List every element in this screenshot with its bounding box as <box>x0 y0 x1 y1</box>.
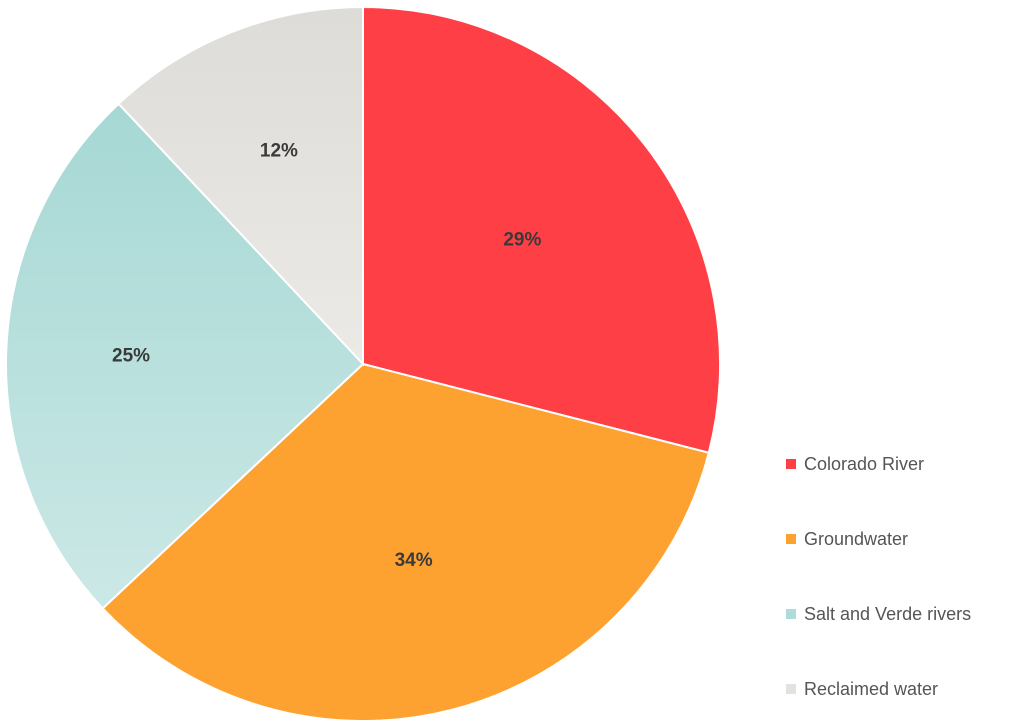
pie-slice-colorado-river <box>362 5 721 454</box>
slice-label-colorado-river: 29% <box>503 229 541 250</box>
legend-item-reclaimed-water: Reclaimed water <box>786 671 1016 707</box>
pie-slices <box>5 5 721 722</box>
legend-swatch <box>786 534 796 544</box>
pie-slice-groundwater <box>101 362 711 722</box>
legend-swatch <box>786 684 796 694</box>
slice-label-salt-and-verde-rivers: 25% <box>112 346 150 367</box>
slice-label-reclaimed-water: 12% <box>260 141 298 162</box>
pie-slice-labels: 29% 34% 25% 12% <box>112 141 541 572</box>
legend-item-groundwater: Groundwater <box>786 521 1016 557</box>
legend: Colorado River Groundwater Salt and Verd… <box>786 446 1016 725</box>
legend-swatch <box>786 609 796 619</box>
pie-slice-reclaimed-water <box>117 5 364 367</box>
legend-label: Reclaimed water <box>804 678 939 699</box>
legend-label: Groundwater <box>804 528 909 549</box>
legend-item-colorado-river: Colorado River <box>786 446 1016 482</box>
slice-label-groundwater: 34% <box>395 550 433 571</box>
legend-label: Salt and Verde rivers <box>804 603 972 624</box>
legend-swatch <box>786 459 796 469</box>
legend-label: Colorado River <box>804 453 925 474</box>
pie-slice-salt-and-verde-rivers <box>5 102 365 610</box>
legend-item-salt-and-verde-rivers: Salt and Verde rivers <box>786 596 1016 632</box>
